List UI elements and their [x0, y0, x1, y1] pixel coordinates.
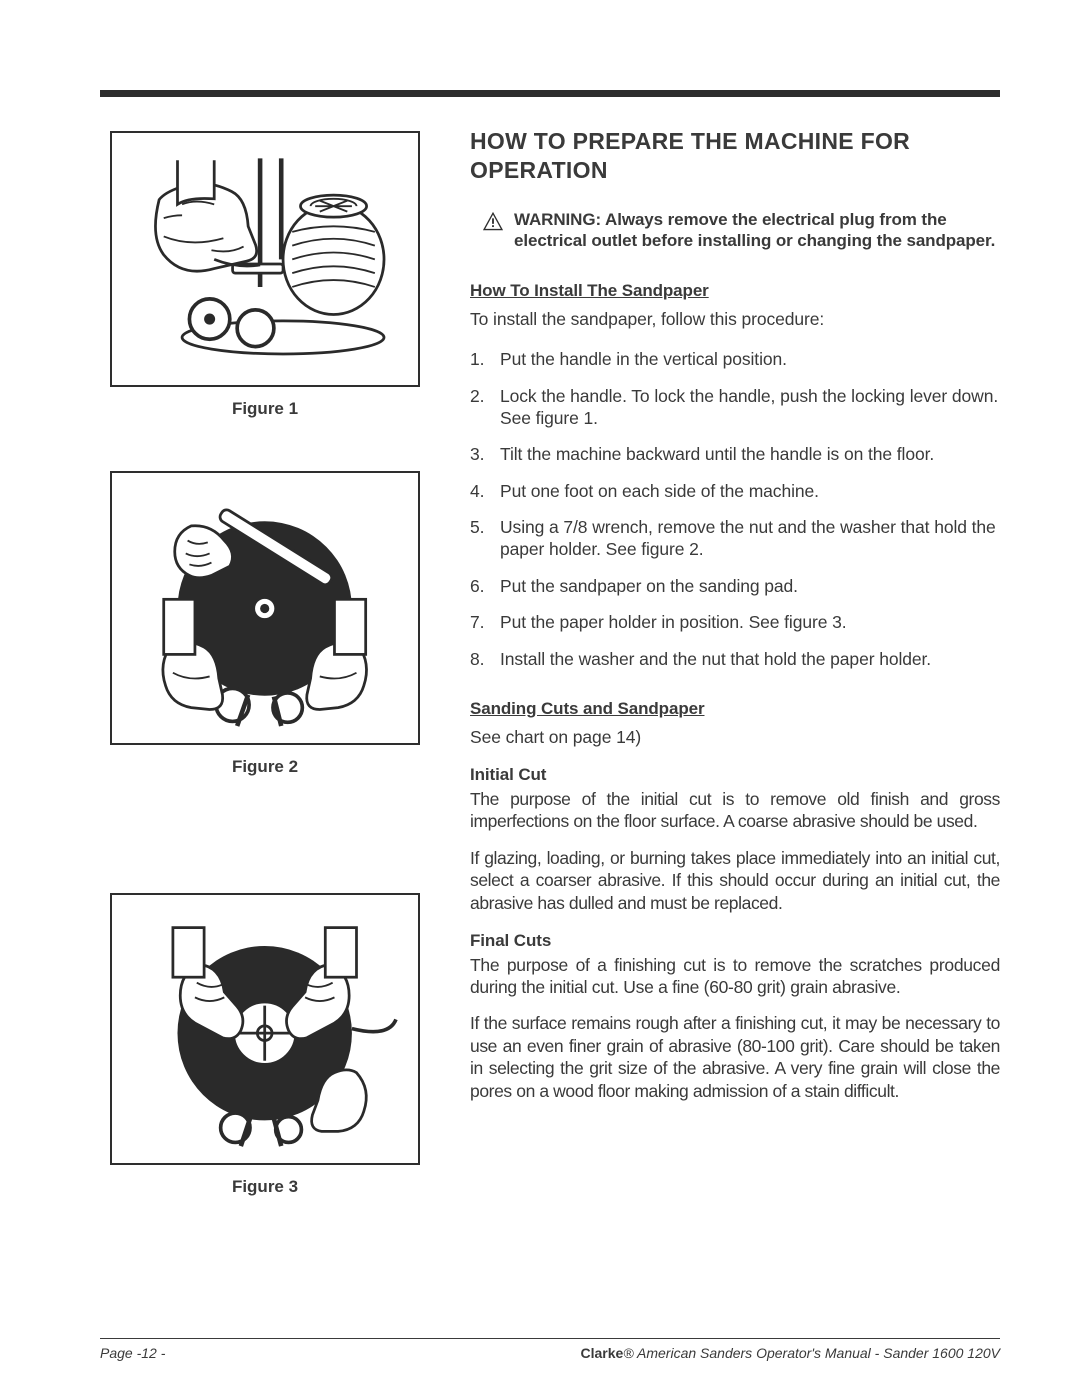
text-column: HOW TO PREPARE THE MACHINE FOR OPERATION… — [470, 127, 1000, 1197]
step: Tilt the machine backward until the hand… — [470, 443, 1000, 465]
final-cuts-heading: Final Cuts — [470, 930, 1000, 952]
main-columns: Figure 1 — [100, 127, 1000, 1197]
final-cuts-p1: The purpose of a finishing cut is to rem… — [470, 954, 1000, 999]
page-footer: Page -12 - Clarke® American Sanders Oper… — [100, 1338, 1000, 1361]
figure-3-box — [110, 893, 420, 1165]
step: Install the washer and the nut that hold… — [470, 648, 1000, 670]
figure-2-illustration — [127, 487, 402, 730]
footer-rest: American Sanders Operator's Manual - San… — [634, 1345, 1000, 1361]
figure-2-box — [110, 471, 420, 745]
step-text: Put the paper holder in position. See fi… — [500, 611, 847, 633]
step-text: Put the sandpaper on the sanding pad. — [500, 575, 798, 597]
step-text: Put the handle in the vertical position. — [500, 348, 787, 370]
initial-cut-heading: Initial Cut — [470, 764, 1000, 786]
footer-reg: ® — [623, 1345, 633, 1361]
figure-1-box — [110, 131, 420, 387]
top-rule — [100, 90, 1000, 97]
section-heading: HOW TO PREPARE THE MACHINE FOR OPERATION — [470, 127, 1000, 185]
step: Put the paper holder in position. See fi… — [470, 611, 1000, 633]
step: Lock the handle. To lock the handle, pus… — [470, 385, 1000, 430]
warning-block: WARNING: Always remove the electrical pl… — [482, 209, 1000, 253]
step-text: Tilt the machine backward until the hand… — [500, 443, 934, 465]
figure-1-caption: Figure 1 — [232, 399, 298, 419]
footer-manual-title: Clarke® American Sanders Operator's Manu… — [581, 1345, 1001, 1361]
figures-column: Figure 1 — [100, 127, 430, 1197]
step: Put one foot on each side of the machine… — [470, 480, 1000, 502]
figure-3-caption: Figure 3 — [232, 1177, 298, 1197]
step-text: Lock the handle. To lock the handle, pus… — [500, 385, 1000, 430]
figure-1-illustration — [127, 146, 402, 373]
cuts-heading: Sanding Cuts and Sandpaper — [470, 698, 1000, 720]
install-heading: How To Install The Sandpaper — [470, 280, 1000, 302]
warning-text: WARNING: Always remove the electrical pl… — [514, 209, 1000, 253]
install-intro: To install the sandpaper, follow this pr… — [470, 308, 1000, 330]
step: Put the handle in the vertical position. — [470, 348, 1000, 370]
chart-note: See chart on page 14) — [470, 726, 1000, 748]
figure-2-caption: Figure 2 — [232, 757, 298, 777]
step-text: Install the washer and the nut that hold… — [500, 648, 931, 670]
final-cuts-p2: If the surface remains rough after a fin… — [470, 1012, 1000, 1102]
step: Put the sandpaper on the sanding pad. — [470, 575, 1000, 597]
footer-page-number: Page -12 - — [100, 1345, 165, 1361]
initial-cut-p1: The purpose of the initial cut is to rem… — [470, 788, 1000, 833]
warning-icon — [482, 211, 504, 231]
step-text: Using a 7/8 wrench, remove the nut and t… — [500, 516, 1000, 561]
figure-3-illustration — [127, 908, 402, 1149]
initial-cut-p2: If glazing, loading, or burning takes pl… — [470, 847, 1000, 914]
step-text: Put one foot on each side of the machine… — [500, 480, 819, 502]
step: Using a 7/8 wrench, remove the nut and t… — [470, 516, 1000, 561]
install-steps: Put the handle in the vertical position.… — [470, 348, 1000, 670]
footer-brand: Clarke — [581, 1345, 624, 1361]
